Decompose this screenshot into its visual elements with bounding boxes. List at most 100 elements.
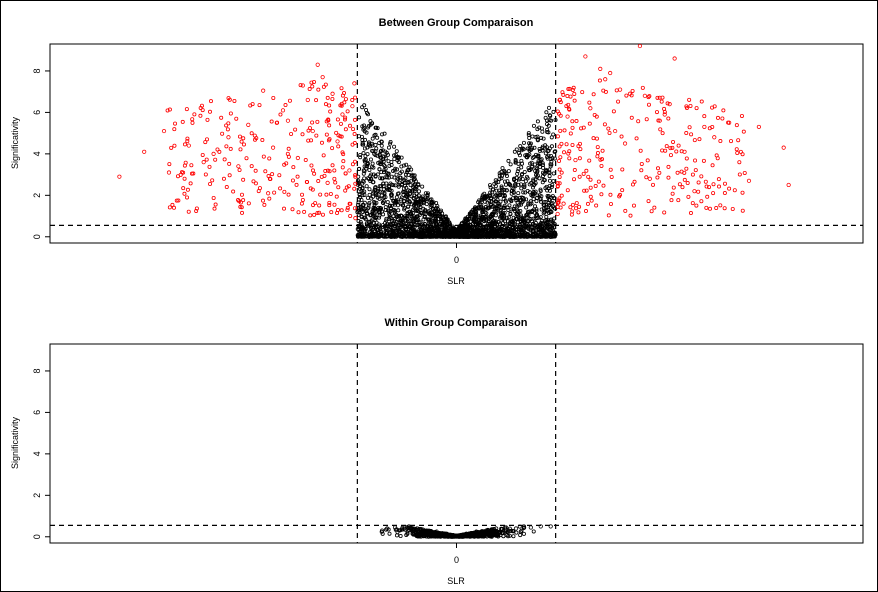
cloud-point [339,86,344,91]
cloud-point [670,145,675,150]
cloud-point [588,185,593,190]
cloud-point [404,170,409,175]
cloud-point [504,228,509,233]
cloud-point [506,158,511,163]
cloud-point [368,157,373,162]
cloud-point [241,198,246,203]
cloud-point [309,138,314,143]
cloud-point [409,194,414,199]
cloud-point [200,152,205,157]
cloud-point [483,196,488,201]
data-point [161,128,167,134]
cloud-point [393,166,398,171]
cloud-point [517,153,522,158]
data-point [350,104,355,109]
cloud-point [533,172,538,177]
cloud-point [684,156,689,161]
cloud-point [516,161,521,166]
cloud-point [707,126,712,131]
cloud-point [211,195,216,200]
cloud-point [666,116,671,121]
cloud-point [205,117,210,122]
cloud-point [353,174,358,179]
cloud-point [314,133,319,138]
cloud-point [430,231,435,236]
cloud-point [397,230,402,235]
cloud-point [241,177,246,182]
cloud-point [555,134,560,139]
cloud-point [501,531,506,536]
cloud-point [406,204,411,209]
cloud-point [359,198,364,203]
cloud-point [696,189,701,194]
cloud-point [558,100,563,105]
cloud-point [675,170,680,175]
x-tick-label: 0 [454,555,459,565]
cloud-point [704,184,709,189]
cloud-point [358,207,363,212]
cloud-point [686,194,691,199]
cloud-point [526,210,531,215]
cloud-point [531,177,536,182]
cloud-point [535,154,540,159]
cloud-point [287,98,292,103]
cloud-point [421,527,426,532]
cloud-point [398,234,403,239]
cloud-point [518,215,523,220]
cloud-point [545,122,550,127]
cloud-point [484,231,489,236]
cloud-point [533,181,538,186]
cloud-point [329,210,334,215]
cloud-point [564,142,569,147]
data-point [315,62,320,67]
cloud-point [410,189,415,194]
cloud-point [403,176,408,181]
cloud-point [581,171,586,176]
cloud-point [535,166,540,171]
cloud-point [424,197,429,202]
cloud-point [399,155,404,160]
cloud-point [357,166,362,171]
cloud-point [394,215,399,220]
cloud-point [387,211,392,216]
cloud-point [638,148,643,153]
cloud-point [399,195,404,200]
cloud-point [716,177,721,182]
cloud-point [727,186,732,191]
cloud-point [386,159,391,164]
cloud-point [375,153,380,158]
cloud-point [397,175,402,180]
cloud-point [497,188,502,193]
data-point [340,112,345,117]
cloud-point [188,181,193,186]
cloud-point [398,534,403,539]
data-point [246,122,251,127]
cloud-point [423,222,428,227]
cloud-point [367,222,372,227]
cloud-point [521,147,526,152]
cloud-point [465,223,470,228]
cloud-point [324,192,329,197]
cloud-point [478,233,483,238]
cloud-point [365,160,370,165]
cloud-point [525,234,530,239]
cloud-point [176,198,181,203]
cloud-point [427,200,432,205]
cloud-point [191,171,196,176]
cloud-point [455,233,460,238]
cloud-point [347,123,352,128]
cloud-point [362,192,367,197]
cloud-point [266,174,271,179]
cloud-point [536,230,541,235]
cloud-point [474,212,479,217]
cloud-point [568,205,573,210]
cloud-point [595,145,600,150]
cloud-point [435,207,440,212]
cloud-point [552,149,557,154]
cloud-point [335,207,340,212]
cloud-point [591,92,596,97]
cloud-point [476,217,481,222]
cloud-point [596,179,601,184]
cloud-point [512,149,517,154]
